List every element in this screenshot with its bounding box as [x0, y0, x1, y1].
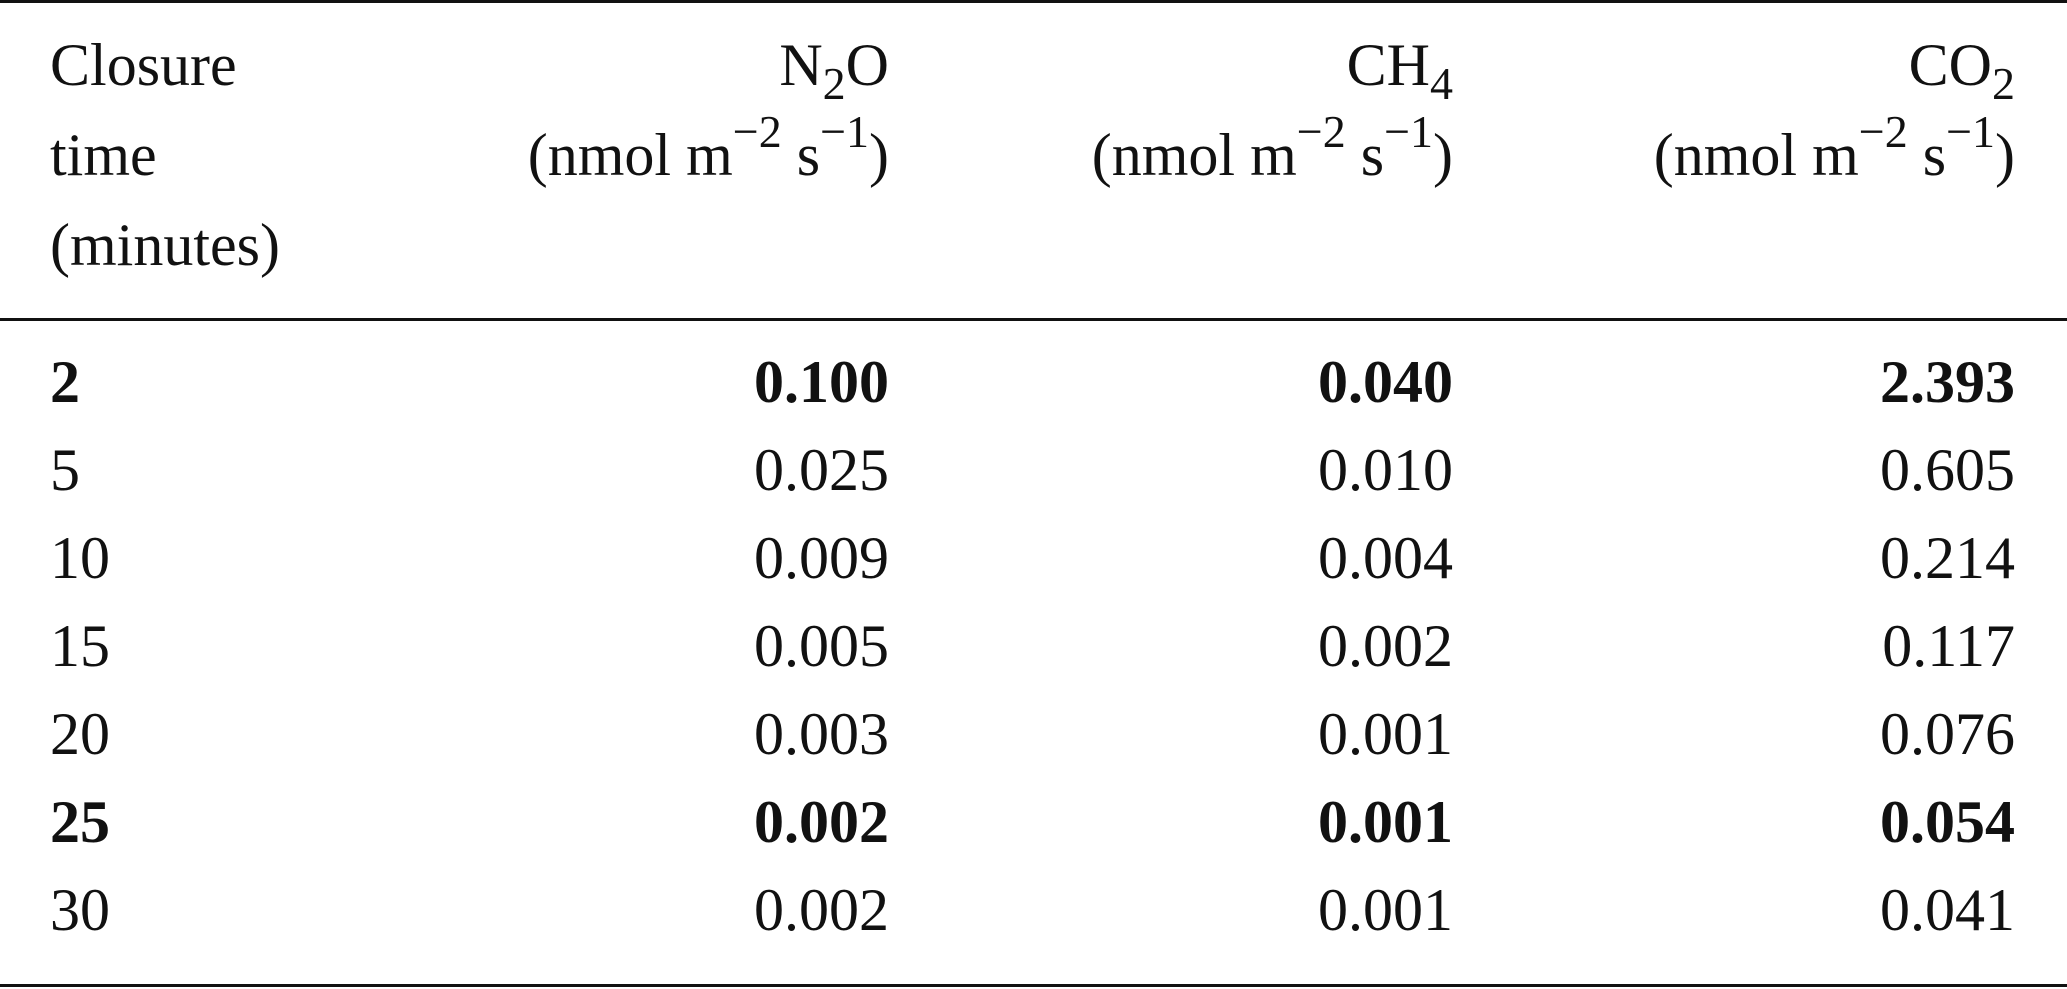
cell-closure-time: 15 [50, 613, 110, 679]
table-row: 5 0.025 0.010 0.605 [0, 426, 2067, 514]
cell-closure-time: 10 [50, 525, 110, 591]
cell-co2: 0.117 [1882, 613, 2015, 679]
table-header-rule [0, 318, 2067, 321]
cell-n2o: 0.002 [754, 877, 889, 943]
header-n2o-unit: (nmol m−2 s−1) [527, 106, 889, 189]
cell-co2: 2.393 [1880, 349, 2015, 415]
header-n2o: N2O (nmol m−2 s−1) [528, 20, 889, 200]
table-row: 15 0.005 0.002 0.117 [0, 602, 2067, 690]
cell-co2: 0.605 [1880, 437, 2015, 503]
cell-ch4: 0.002 [1318, 613, 1453, 679]
cell-closure-time: 25 [50, 789, 110, 855]
header-ch4-name: CH4 [1346, 32, 1453, 109]
table-row: 25 0.002 0.001 0.054 [0, 778, 2067, 866]
cell-co2: 0.214 [1880, 525, 2015, 591]
cell-n2o: 0.009 [754, 525, 889, 591]
cell-ch4: 0.001 [1318, 789, 1453, 855]
cell-ch4: 0.010 [1318, 437, 1453, 503]
table-row: 20 0.003 0.001 0.076 [0, 690, 2067, 778]
table-top-rule [0, 0, 2067, 3]
cell-closure-time: 30 [50, 877, 110, 943]
cell-ch4: 0.001 [1318, 701, 1453, 767]
header-co2-unit: (nmol m−2 s−1) [1653, 106, 2015, 189]
cell-co2: 0.054 [1880, 789, 2015, 855]
table-row: 2 0.100 0.040 2.393 [0, 338, 2067, 426]
cell-closure-time: 20 [50, 701, 110, 767]
cell-ch4: 0.001 [1318, 877, 1453, 943]
header-co2: CO2 (nmol m−2 s−1) [1654, 20, 2015, 200]
header-closure-time-line2: time [50, 122, 157, 188]
cell-n2o: 0.025 [754, 437, 889, 503]
header-closure-time: Closure time (minutes) [50, 20, 280, 290]
table-row: 30 0.002 0.001 0.041 [0, 866, 2067, 954]
cell-closure-time: 2 [50, 349, 80, 415]
cell-ch4: 0.004 [1318, 525, 1453, 591]
cell-n2o: 0.005 [754, 613, 889, 679]
cell-closure-time: 5 [50, 437, 80, 503]
cell-ch4: 0.040 [1318, 349, 1453, 415]
header-ch4-unit: (nmol m−2 s−1) [1091, 106, 1453, 189]
header-closure-time-line3: (minutes) [50, 212, 280, 278]
cell-co2: 0.076 [1880, 701, 2015, 767]
cell-co2: 0.041 [1880, 877, 2015, 943]
table-bottom-rule [0, 984, 2067, 987]
header-closure-time-line1: Closure [50, 32, 237, 98]
table-row: 10 0.009 0.004 0.214 [0, 514, 2067, 602]
cell-n2o: 0.002 [754, 789, 889, 855]
cell-n2o: 0.003 [754, 701, 889, 767]
header-co2-name: CO2 [1908, 32, 2015, 109]
header-n2o-name: N2O [779, 32, 889, 109]
cell-n2o: 0.100 [754, 349, 889, 415]
header-ch4: CH4 (nmol m−2 s−1) [1092, 20, 1453, 200]
